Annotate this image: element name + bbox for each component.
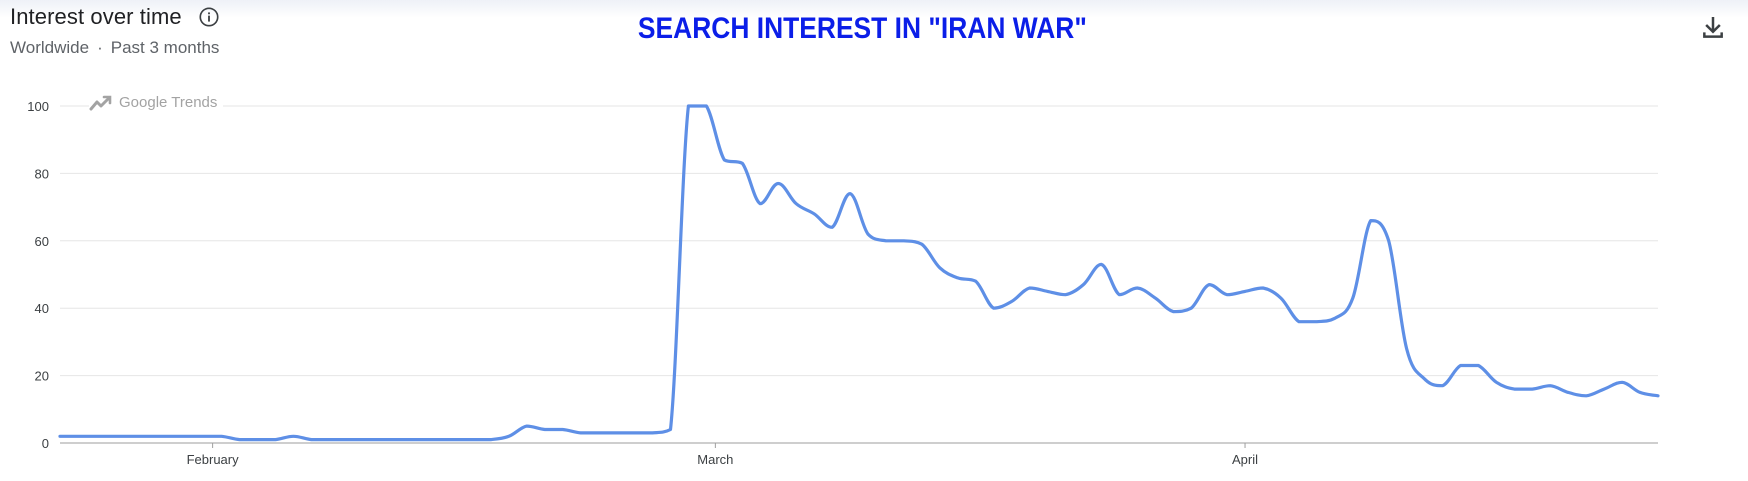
y-tick-label: 40	[35, 301, 49, 316]
google-trends-watermark: Google Trends	[89, 94, 224, 111]
header-shade	[0, 0, 1748, 18]
trends-logo-icon	[89, 95, 112, 110]
download-icon[interactable]	[1700, 15, 1726, 41]
chart-subtitle: Worldwide · Past 3 months	[10, 38, 219, 58]
region-label: Worldwide	[10, 38, 90, 57]
x-tick-label: April	[1232, 452, 1258, 467]
chart-title: Interest over time	[10, 4, 182, 29]
subtitle-separator: ·	[97, 38, 103, 57]
y-tick-label: 0	[42, 436, 49, 451]
y-tick-label: 60	[35, 234, 49, 249]
chart-annotation: SEARCH INTEREST IN "IRAN WAR"	[637, 12, 1087, 45]
watermark-label: Google Trends	[119, 94, 218, 111]
x-tick-label: February	[187, 452, 240, 467]
x-tick-label: March	[697, 452, 733, 467]
y-tick-label: 20	[35, 369, 49, 384]
period-label: Past 3 months	[110, 38, 220, 57]
y-tick-label: 80	[35, 166, 49, 181]
series-line	[58, 104, 1660, 442]
info-icon[interactable]	[198, 6, 220, 28]
y-tick-label: 100	[27, 99, 49, 114]
chart-header: Interest over time	[10, 4, 220, 30]
